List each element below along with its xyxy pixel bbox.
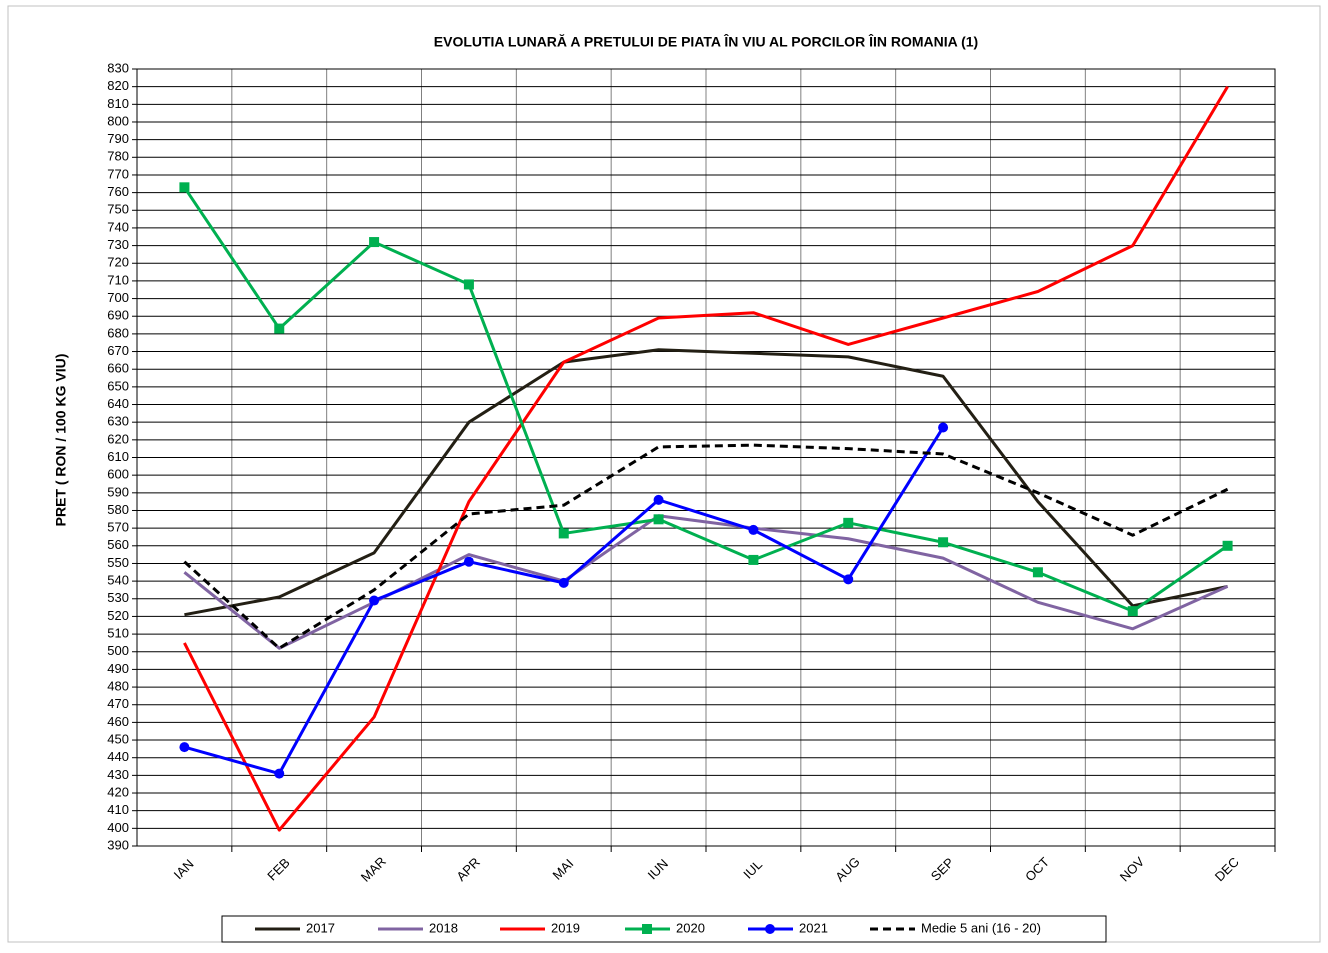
- y-tick-label: 770: [107, 166, 129, 181]
- data-point: [463, 556, 474, 567]
- y-tick-label: 550: [107, 555, 129, 570]
- y-tick-label: 430: [107, 767, 129, 782]
- data-point: [179, 742, 190, 753]
- data-point: [274, 323, 285, 334]
- data-point: [369, 237, 380, 248]
- y-tick-label: 820: [107, 78, 129, 93]
- y-tick-label: 490: [107, 661, 129, 676]
- y-tick-label: 400: [107, 820, 129, 835]
- y-tick-label: 590: [107, 484, 129, 499]
- y-tick-label: 480: [107, 679, 129, 694]
- legend-label: 2021: [799, 920, 828, 935]
- y-tick-label: 510: [107, 626, 129, 641]
- legend-label: 2017: [306, 920, 335, 935]
- y-tick-label: 630: [107, 414, 129, 429]
- y-tick-label: 410: [107, 802, 129, 817]
- legend-label: Medie 5 ani (16 - 20): [921, 920, 1041, 935]
- data-point: [843, 574, 854, 585]
- y-tick-label: 440: [107, 749, 129, 764]
- y-tick-label: 540: [107, 573, 129, 588]
- legend-label: 2020: [676, 920, 705, 935]
- y-tick-label: 470: [107, 696, 129, 711]
- y-tick-label: 610: [107, 449, 129, 464]
- y-tick-label: 720: [107, 255, 129, 270]
- y-axis-label: PRET ( RON / 100 KG VIU): [53, 354, 69, 527]
- y-tick-label: 750: [107, 202, 129, 217]
- y-tick-label: 730: [107, 237, 129, 252]
- data-point: [1127, 606, 1138, 617]
- legend-label: 2018: [429, 920, 458, 935]
- y-tick-label: 600: [107, 467, 129, 482]
- data-point: [653, 514, 664, 525]
- y-tick-label: 680: [107, 325, 129, 340]
- data-point: [463, 279, 474, 290]
- y-tick-label: 390: [107, 837, 129, 852]
- y-tick-label: 640: [107, 396, 129, 411]
- y-tick-label: 500: [107, 643, 129, 658]
- y-tick-label: 800: [107, 113, 129, 128]
- y-tick-label: 810: [107, 96, 129, 111]
- data-point: [179, 182, 190, 193]
- y-tick-label: 740: [107, 219, 129, 234]
- data-point: [558, 528, 569, 539]
- y-tick-label: 790: [107, 131, 129, 146]
- y-tick-label: 690: [107, 308, 129, 323]
- data-point: [1032, 567, 1043, 578]
- data-point: [843, 517, 854, 528]
- y-tick-label: 760: [107, 184, 129, 199]
- y-tick-label: 580: [107, 502, 129, 517]
- y-tick-label: 660: [107, 361, 129, 376]
- series-line: [183, 514, 1229, 650]
- data-point: [274, 768, 285, 779]
- y-tick-label: 700: [107, 290, 129, 305]
- data-point: [558, 577, 569, 588]
- data-point: [653, 494, 664, 505]
- chart-title: EVOLUTIA LUNARĂ A PRETULUI DE PIATA ÎN V…: [434, 33, 978, 50]
- data-point: [369, 595, 380, 606]
- y-tick-label: 830: [107, 60, 129, 75]
- y-tick-label: 420: [107, 784, 129, 799]
- legend-marker: [765, 924, 775, 934]
- data-point: [1222, 540, 1233, 551]
- data-point: [938, 537, 949, 548]
- y-tick-label: 620: [107, 431, 129, 446]
- series-line: [184, 348, 1228, 617]
- data-point: [748, 554, 759, 565]
- y-tick-label: 650: [107, 378, 129, 393]
- y-tick-label: 670: [107, 343, 129, 358]
- series-line: [183, 186, 1229, 613]
- data-point: [938, 422, 949, 433]
- series-line: [183, 85, 1229, 832]
- y-tick-label: 570: [107, 520, 129, 535]
- y-tick-label: 710: [107, 272, 129, 287]
- legend-label: 2019: [551, 920, 580, 935]
- y-tick-label: 560: [107, 537, 129, 552]
- y-tick-label: 520: [107, 608, 129, 623]
- y-tick-label: 460: [107, 714, 129, 729]
- legend-marker: [642, 924, 652, 934]
- series-line: [183, 443, 1229, 650]
- data-point: [748, 524, 759, 535]
- y-tick-label: 450: [107, 731, 129, 746]
- y-tick-label: 530: [107, 590, 129, 605]
- y-tick-label: 780: [107, 149, 129, 164]
